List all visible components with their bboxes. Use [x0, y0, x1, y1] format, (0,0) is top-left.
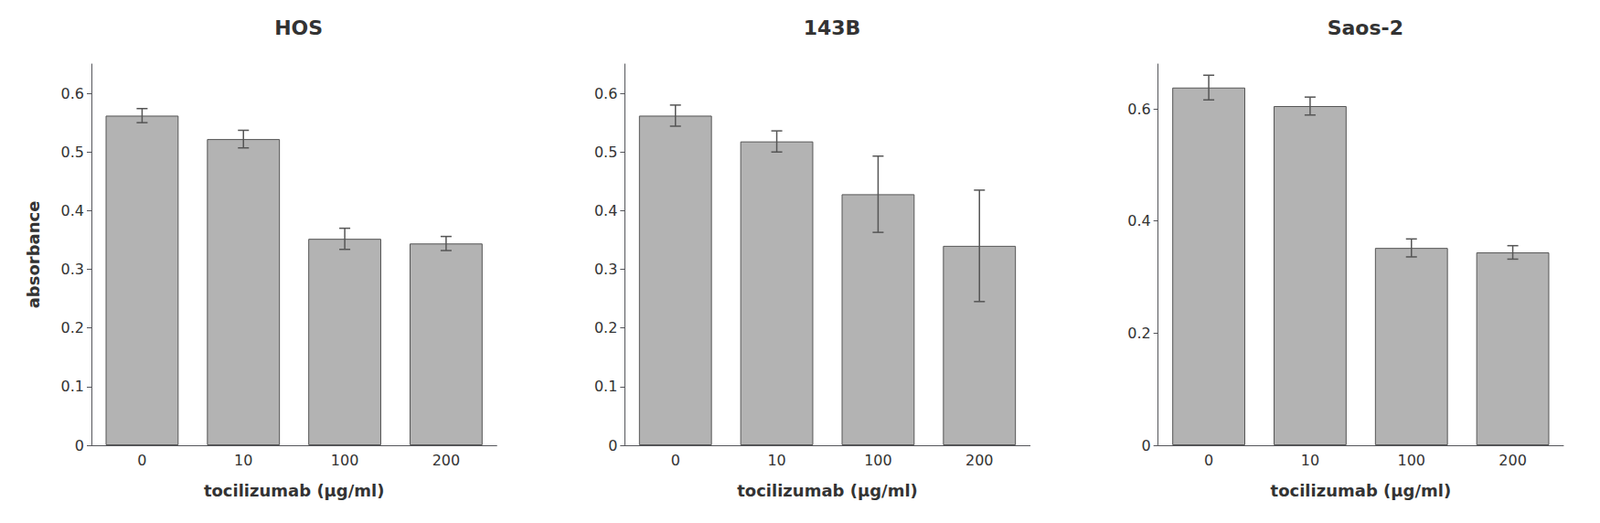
svg-text:0: 0 [137, 451, 147, 470]
svg-text:0: 0 [1204, 451, 1214, 470]
svg-text:0.4: 0.4 [594, 202, 618, 220]
svg-text:0.1: 0.1 [594, 377, 618, 395]
svg-text:0.2: 0.2 [594, 319, 618, 337]
svg-text:tocilizumab (μg/ml): tocilizumab (μg/ml) [203, 480, 385, 501]
svg-text:0.3: 0.3 [61, 260, 85, 278]
svg-text:100: 100 [1397, 451, 1426, 470]
svg-text:HOS: HOS [274, 16, 323, 40]
svg-text:0: 0 [74, 437, 85, 455]
svg-text:200: 200 [965, 451, 994, 470]
svg-text:0.4: 0.4 [1127, 212, 1151, 230]
svg-text:0.5: 0.5 [594, 143, 618, 161]
svg-text:0: 0 [1141, 437, 1151, 455]
svg-text:100: 100 [864, 451, 893, 470]
svg-text:200: 200 [432, 451, 461, 470]
svg-text:0.4: 0.4 [61, 202, 85, 220]
svg-text:Saos-2: Saos-2 [1327, 16, 1404, 40]
svg-text:100: 100 [330, 451, 360, 470]
svg-text:absorbance: absorbance [23, 201, 43, 310]
svg-text:0.2: 0.2 [1127, 324, 1151, 342]
svg-text:0.3: 0.3 [594, 260, 618, 278]
svg-text:0: 0 [608, 437, 618, 455]
svg-text:10: 10 [1301, 451, 1320, 470]
svg-text:200: 200 [1498, 451, 1527, 470]
svg-text:tocilizumab (μg/ml): tocilizumab (μg/ml) [736, 480, 918, 501]
svg-text:10: 10 [767, 451, 786, 470]
svg-text:0.6: 0.6 [594, 85, 618, 103]
svg-text:10: 10 [234, 451, 253, 470]
svg-text:0.6: 0.6 [61, 85, 85, 103]
svg-text:143B: 143B [803, 16, 862, 40]
svg-text:tocilizumab (μg/ml): tocilizumab (μg/ml) [1270, 480, 1452, 501]
svg-text:0.6: 0.6 [1127, 100, 1151, 118]
svg-text:0: 0 [671, 451, 681, 470]
svg-text:0.5: 0.5 [61, 143, 85, 161]
svg-text:0.1: 0.1 [61, 377, 85, 395]
svg-text:0.2: 0.2 [61, 319, 85, 337]
